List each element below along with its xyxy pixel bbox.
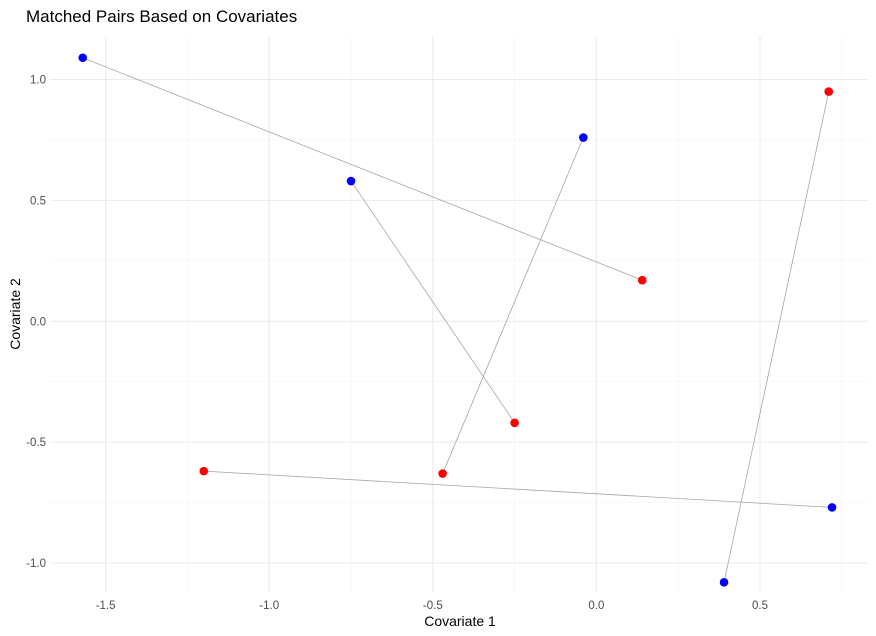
pair-connector-line <box>442 137 584 474</box>
minor-gridlines <box>50 36 868 592</box>
blue-point <box>579 133 588 142</box>
y-tick-label: 1.0 <box>30 75 46 87</box>
x-axis-title: Covariate 1 <box>424 613 496 629</box>
y-axis-ticks: -1.0 -0.5 0.0 0.5 1.0 <box>26 75 46 570</box>
x-axis-ticks: -1.5 -1.0 -0.5 0.0 0.5 <box>96 600 768 612</box>
y-tick-label: -0.5 <box>26 437 46 449</box>
y-tick-label: 0.5 <box>30 195 46 207</box>
red-point <box>438 469 447 478</box>
pair-lines <box>82 57 833 583</box>
y-axis-title: Covariate 2 <box>7 278 23 350</box>
y-tick-label: 0.0 <box>30 316 46 328</box>
red-point <box>510 418 519 428</box>
x-tick-label: 0.5 <box>752 600 768 612</box>
pair-connector-line <box>350 180 515 424</box>
red-point <box>637 275 647 285</box>
x-tick-label: -1.0 <box>259 600 279 612</box>
blue-point <box>346 176 356 186</box>
x-tick-label: -1.5 <box>96 600 116 612</box>
major-gridlines <box>50 36 868 592</box>
red-point <box>199 466 209 476</box>
blue-point <box>78 53 88 63</box>
x-tick-label: -0.5 <box>423 600 443 612</box>
pair-connector-line <box>82 57 643 281</box>
blue-point <box>719 578 729 587</box>
blue-point <box>827 503 837 512</box>
red-point <box>824 87 834 96</box>
pair-connector-line <box>723 91 830 583</box>
pair-connector-line <box>203 470 833 508</box>
chart-title: Matched Pairs Based on Covariates <box>26 7 297 26</box>
data-points <box>78 53 837 587</box>
y-tick-label: -1.0 <box>26 558 46 570</box>
x-tick-label: 0.0 <box>588 600 604 612</box>
